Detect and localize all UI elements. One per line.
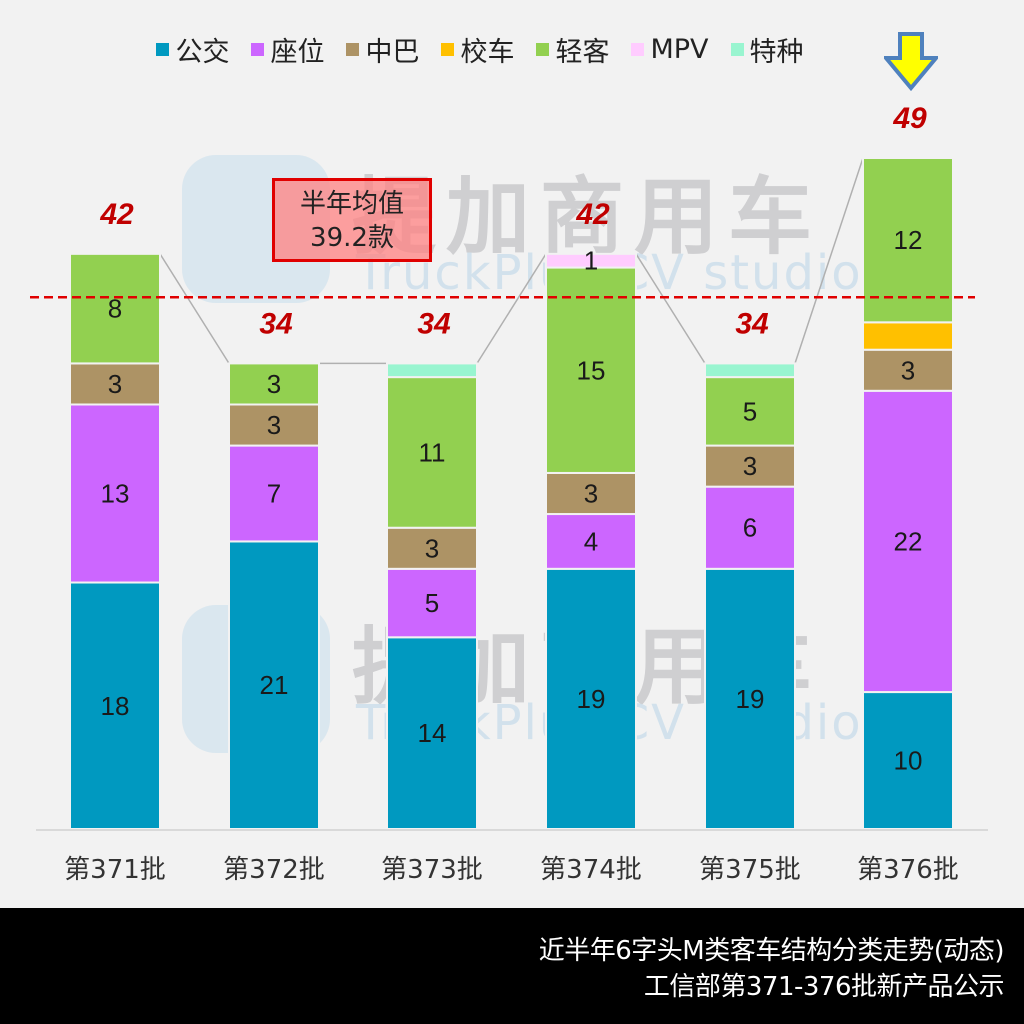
legend-swatch bbox=[730, 43, 744, 56]
segment-value-label: 6 bbox=[743, 513, 757, 543]
bar-segment bbox=[69, 403, 161, 584]
bar-segment bbox=[704, 444, 796, 488]
segment-value-label: 12 bbox=[894, 225, 923, 255]
segment-value-label: 13 bbox=[101, 479, 130, 509]
segment-value-label: 11 bbox=[419, 437, 446, 467]
segment-value-label: 3 bbox=[267, 369, 281, 399]
segment-value-label: 3 bbox=[267, 410, 281, 440]
segment-value-label: 3 bbox=[108, 369, 122, 399]
stacked-bar-chart: 18 13 3 8 21 7 3 3 14 5 3 11 19 4 3 15 1 19 6 3 5 10 22 3 12 42 3… bbox=[30, 102, 988, 885]
bar-segment bbox=[545, 252, 637, 269]
bar-segment bbox=[862, 389, 954, 694]
segment-value-label: 21 bbox=[260, 670, 289, 700]
average-annotation-box: 半年均值 39.2款 bbox=[272, 178, 432, 262]
bar-segment bbox=[69, 252, 161, 365]
x-tick-label: 第372批 bbox=[223, 855, 325, 885]
total-value-label: 34 bbox=[259, 307, 293, 340]
segment-value-label: 5 bbox=[743, 396, 757, 426]
legend-label: 校车 bbox=[460, 37, 515, 68]
legend: 公交 座位 中巴 校车 轻客 MPV 特种 bbox=[0, 30, 960, 69]
segment-value-label: 3 bbox=[901, 355, 915, 385]
segment-value-label: 15 bbox=[577, 355, 606, 385]
legend-item: 中巴 bbox=[346, 30, 419, 69]
bar-segment bbox=[386, 376, 478, 529]
bar-segment bbox=[386, 636, 478, 830]
segment-value-label: 10 bbox=[894, 746, 923, 776]
legend-swatch bbox=[251, 43, 265, 56]
bar-segment bbox=[386, 567, 478, 639]
legend-item: 校车 bbox=[441, 30, 514, 69]
x-tick-label: 第375批 bbox=[699, 855, 801, 885]
bar-segment bbox=[228, 540, 320, 831]
bar-segment bbox=[386, 362, 478, 379]
segment-value-label: 5 bbox=[425, 588, 439, 618]
segment-value-label: 7 bbox=[267, 479, 281, 509]
legend-item: MPV bbox=[631, 30, 709, 69]
segment-value-label: 19 bbox=[736, 684, 765, 714]
footer-banner: 近半年6字头M类客车结构分类走势(动态) 工信部第371-376批新产品公示 bbox=[0, 908, 1024, 1024]
bar-segment bbox=[545, 567, 637, 831]
segment-value-label: 14 bbox=[418, 718, 447, 748]
segment-value-label: 18 bbox=[101, 691, 130, 721]
legend-swatch bbox=[156, 43, 170, 56]
segment-value-label: 4 bbox=[584, 526, 598, 556]
x-tick-label: 第374批 bbox=[540, 855, 642, 885]
legend-swatch bbox=[441, 43, 455, 56]
legend-label: 特种 bbox=[749, 37, 804, 68]
down-arrow-icon bbox=[884, 32, 938, 92]
legend-swatch bbox=[631, 43, 645, 56]
bar-segment bbox=[704, 567, 796, 831]
total-value-label: 42 bbox=[99, 198, 134, 231]
connector-line bbox=[635, 253, 706, 364]
segment-value-label: 22 bbox=[894, 526, 923, 556]
segment-value-label: 1 bbox=[584, 246, 598, 276]
x-tick-label: 第371批 bbox=[64, 855, 166, 885]
footer-title: 近半年6字头M类客车结构分类走势(动态) bbox=[538, 936, 1005, 966]
bar-segment bbox=[704, 362, 796, 379]
x-tick-label: 第373批 bbox=[381, 855, 483, 885]
legend-item: 特种 bbox=[730, 30, 804, 69]
segment-value-label: 3 bbox=[743, 451, 757, 481]
x-tick-label: 第376批 bbox=[857, 855, 959, 885]
bar-segment bbox=[862, 321, 954, 351]
segment-value-label: 19 bbox=[577, 684, 606, 714]
connector-line bbox=[476, 253, 547, 364]
legend-label: MPV bbox=[650, 34, 709, 65]
bar-segment bbox=[704, 485, 796, 570]
bar-segment bbox=[386, 526, 478, 570]
bar-segment bbox=[228, 362, 320, 406]
average-annotation-title: 半年均值 bbox=[299, 189, 404, 219]
legend-label: 公交 bbox=[175, 37, 230, 68]
bar-segment bbox=[545, 266, 637, 474]
connector-line bbox=[159, 253, 230, 364]
bar-segment bbox=[862, 691, 954, 830]
legend-label: 轻客 bbox=[555, 37, 610, 68]
legend-item: 座位 bbox=[251, 30, 324, 69]
legend-item: 轻客 bbox=[536, 30, 609, 69]
segment-value-label: 3 bbox=[584, 479, 598, 509]
footer-subtitle: 工信部第371-376批新产品公示 bbox=[643, 972, 1005, 1002]
legend-label: 座位 bbox=[270, 37, 325, 68]
total-value-label: 34 bbox=[735, 307, 769, 340]
total-value-label: 42 bbox=[575, 198, 610, 231]
average-annotation-value: 39.2款 bbox=[310, 223, 394, 253]
connector-line bbox=[794, 157, 864, 364]
legend-swatch bbox=[346, 43, 360, 56]
segment-value-label: 8 bbox=[108, 294, 122, 324]
total-value-label: 49 bbox=[892, 102, 927, 135]
total-value-label: 34 bbox=[417, 307, 451, 340]
segment-value-label: 3 bbox=[425, 533, 439, 563]
legend-item: 公交 bbox=[156, 30, 229, 69]
bar-segment bbox=[69, 362, 161, 406]
bar-segment bbox=[862, 157, 954, 324]
legend-label: 中巴 bbox=[365, 37, 420, 68]
legend-swatch bbox=[536, 43, 550, 56]
bar-segment bbox=[228, 403, 320, 447]
